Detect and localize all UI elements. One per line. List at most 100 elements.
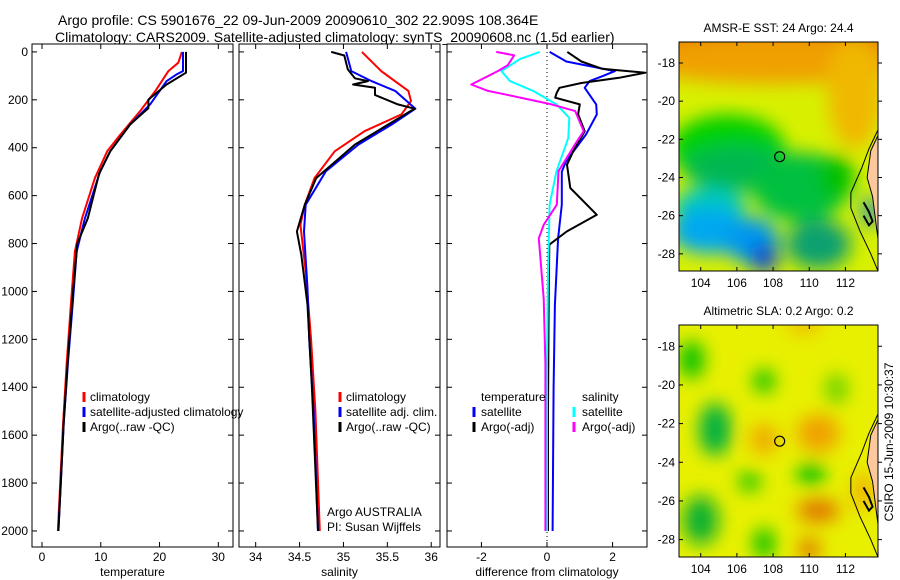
x-tick-label: 30 xyxy=(212,550,226,564)
map-color-patch xyxy=(796,462,826,486)
legend-difference: temperature salinitysatelliteArgo(-adj)sa… xyxy=(472,390,635,434)
x-tick-label: 0 xyxy=(39,550,46,564)
map-blobs xyxy=(679,42,878,271)
y-tick-label: 400 xyxy=(8,141,28,155)
map-color-patch xyxy=(852,472,875,511)
legend-heading: salinity xyxy=(582,390,619,404)
y-tick-label: -18 xyxy=(658,339,676,353)
x-tick-label: 34 xyxy=(249,550,263,564)
series-group xyxy=(470,50,647,532)
map-blobs xyxy=(679,325,875,557)
x-tick-label: 36 xyxy=(425,550,439,564)
y-tick-label: -18 xyxy=(658,56,676,70)
map-color-patch xyxy=(798,537,821,557)
figure-title-line1: Argo profile: CS 5901676_22 09-Jun-2009 … xyxy=(58,12,539,28)
x-tick-label: 34.5 xyxy=(288,550,312,564)
map-color-patch xyxy=(796,499,840,522)
annotation-pi: PI: Susan Wijffels xyxy=(327,520,421,534)
y-tick-label: -20 xyxy=(658,378,676,392)
x-axis-label: difference from climatology xyxy=(475,565,618,579)
plot-frame xyxy=(238,43,441,548)
x-tick-label: 104 xyxy=(691,276,711,290)
land-mass xyxy=(866,135,878,239)
map-color-patch xyxy=(785,325,822,333)
series-line-salinity-argo-adj- xyxy=(470,50,585,531)
legend-label: Argo(-adj) xyxy=(481,420,534,434)
x-tick-label: 106 xyxy=(727,276,747,290)
x-tick-label: 112 xyxy=(836,276,855,290)
y-tick-label: 800 xyxy=(8,237,28,251)
x-tick-label: -2 xyxy=(476,550,487,564)
map-color-patch xyxy=(796,414,840,453)
series-line-temperature-satellite xyxy=(549,51,616,532)
legend-label: satellite-adjusted climatology xyxy=(90,405,243,419)
argo-position-marker xyxy=(774,435,786,447)
legend-label: climatology xyxy=(346,390,406,404)
series-line-climatology xyxy=(299,51,412,532)
x-tick-label: 0 xyxy=(544,550,551,564)
x-tick-label: 106 xyxy=(727,562,747,576)
y-tick-label: 1800 xyxy=(1,476,28,490)
coastline-contour xyxy=(862,201,874,227)
legend-label: climatology xyxy=(90,390,150,404)
map-sla: 104 106 108 110 112 -18 -20 -22 -24 -26 -28 Altimet… xyxy=(658,304,882,576)
series-group xyxy=(295,50,417,532)
y-tick-label: 1200 xyxy=(1,332,28,346)
coastline-contour xyxy=(850,129,878,271)
argo-position-marker xyxy=(774,151,786,163)
y-tick-label: 600 xyxy=(8,189,28,203)
x-tick-label: 20 xyxy=(153,550,167,564)
y-tick-label: -28 xyxy=(658,247,676,261)
legend-label: satellite xyxy=(582,405,623,419)
map-color-patch xyxy=(679,42,878,84)
legend-label: Argo(-adj) xyxy=(582,420,635,434)
coastline-contour xyxy=(862,486,874,513)
land-mass xyxy=(866,419,878,525)
figure-title-line2: Climatology: CARS2009. Satellite-adjuste… xyxy=(55,29,615,45)
y-tick-label: -22 xyxy=(658,132,676,146)
map-color-patch xyxy=(825,373,848,404)
legend-heading: temperature xyxy=(481,390,546,404)
map-color-patch xyxy=(753,528,775,557)
panel-temperature: 0 10 20 30 0 200 400 600 800 1000 1200 1400 1600 1800… xyxy=(1,43,234,579)
x-tick-label: 108 xyxy=(763,562,783,576)
panel-salinity: 34 34.5 35 35.5 36 salinity xyxy=(238,43,441,579)
series-group xyxy=(56,51,187,532)
annotation-institution: Argo AUSTRALIA xyxy=(327,505,422,519)
map-color-patch xyxy=(679,340,705,379)
x-axis-label: temperature xyxy=(100,565,165,579)
series-line-salinity-satellite xyxy=(500,50,571,531)
map-color-patch xyxy=(749,242,779,271)
legend-label: satellite adj. clim. xyxy=(346,405,437,419)
x-axis-label: salinity xyxy=(321,565,358,579)
map-frame xyxy=(678,41,879,272)
y-tick-label: -26 xyxy=(658,209,676,223)
y-tick-label: 2000 xyxy=(1,524,28,538)
x-tick-label: 35 xyxy=(337,550,351,564)
map-color-patch xyxy=(785,219,851,269)
y-tick-label: -28 xyxy=(658,533,676,547)
map-color-patch xyxy=(749,423,779,455)
plot-frame xyxy=(31,43,234,548)
y-tick-label: -24 xyxy=(658,455,676,469)
y-tick-label: 1600 xyxy=(1,428,28,442)
series-line-argo-raw-qc- xyxy=(57,51,187,532)
y-tick-label: 1400 xyxy=(1,380,28,394)
map-color-patch xyxy=(682,495,719,545)
y-tick-label: -26 xyxy=(658,494,676,508)
series-line-argo-raw-qc- xyxy=(295,50,416,532)
map-title: AMSR-E SST: 24 Argo: 24.4 xyxy=(703,21,853,35)
map-color-patch xyxy=(827,42,878,149)
x-tick-label: 35.5 xyxy=(376,550,400,564)
y-tick-label: -20 xyxy=(658,94,676,108)
map-color-patch xyxy=(818,154,855,201)
map-field xyxy=(679,42,878,271)
x-tick-label: 108 xyxy=(763,276,783,290)
timestamp-stamp: CSIRO 15-Jun-2009 10:30:37 xyxy=(882,362,896,521)
map-color-patch xyxy=(698,402,732,456)
legend-label: satellite xyxy=(481,405,522,419)
map-frame xyxy=(678,324,879,558)
